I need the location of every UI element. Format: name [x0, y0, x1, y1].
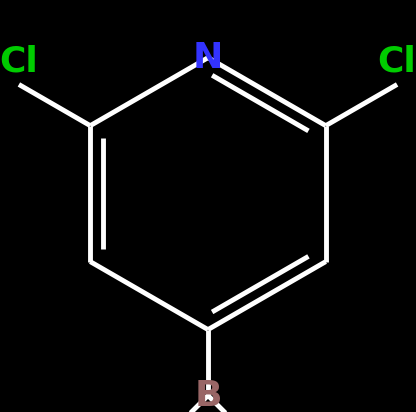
Text: N: N [193, 41, 223, 75]
Text: B: B [194, 379, 222, 412]
Text: Cl: Cl [0, 44, 38, 78]
Text: Cl: Cl [378, 44, 416, 78]
